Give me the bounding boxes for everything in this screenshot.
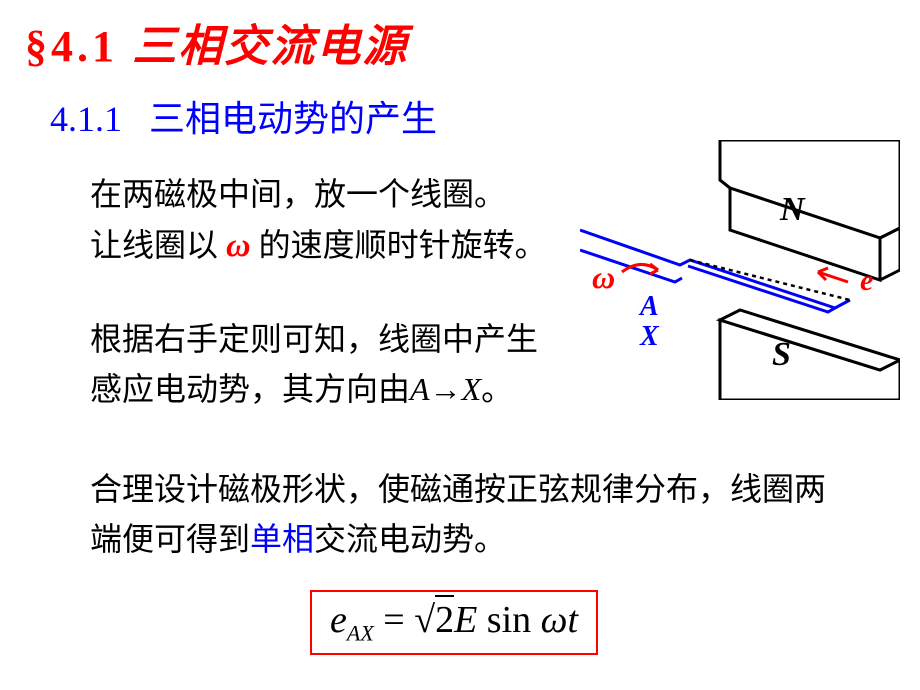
sqrt-symbol: √ — [414, 599, 435, 641]
label-A: A — [638, 291, 659, 322]
subsection-title-text: 三相电动势的产生 — [149, 99, 437, 139]
p3-arrow: → — [430, 371, 462, 407]
coil-end — [835, 300, 850, 308]
formula-2: 2 — [435, 595, 454, 641]
p2a: 让线圈以 — [90, 227, 226, 263]
paragraph-1: 在两磁极中间，放一个线圈。 — [90, 170, 506, 220]
label-N: N — [779, 191, 806, 228]
formula-eq: = — [374, 599, 414, 641]
label-S: S — [772, 336, 791, 373]
p3-A: A — [410, 371, 430, 407]
subsection-title: 4.1.1 三相电动势的产生 — [50, 90, 437, 142]
paragraph-3: 根据右手定则可知，线圈中产生感应电动势，其方向由A→X。 — [90, 315, 540, 414]
p1-text: 在两磁极中间，放一个线圈。 — [90, 176, 506, 212]
label-X: X — [639, 321, 660, 352]
label-e: e — [860, 264, 873, 297]
paragraph-2: 让线圈以 ω 的速度顺时针旋转。 — [90, 220, 550, 273]
p4-single: 单相 — [250, 521, 314, 557]
formula: eAX = √2E sin ωt — [310, 590, 598, 655]
section-number: §4.1 — [25, 22, 118, 71]
generator-diagram: N S ω e A X — [580, 140, 900, 400]
label-omega: ω — [592, 259, 615, 295]
p3b: 。 — [481, 371, 513, 407]
formula-t: t — [567, 599, 578, 641]
formula-sub: AX — [347, 621, 374, 646]
p2b: 的速度顺时针旋转。 — [251, 227, 547, 263]
paragraph-4: 合理设计磁极形状，使磁通按正弦规律分布，线圈两端便可得到单相交流电动势。 — [90, 465, 850, 564]
omega-symbol: ω — [226, 227, 251, 264]
section-title: §4.1 三相交流电源 — [25, 10, 408, 74]
p3-X: X — [462, 371, 482, 407]
formula-E: E — [454, 599, 477, 641]
formula-sin: sin — [477, 599, 540, 641]
formula-e: e — [330, 599, 347, 641]
formula-omega: ω — [541, 599, 568, 641]
p4b: 交流电动势。 — [314, 521, 506, 557]
magnet-n-edge2 — [880, 270, 900, 280]
section-title-text: 三相交流电源 — [132, 22, 408, 71]
subsection-number: 4.1.1 — [50, 99, 122, 139]
